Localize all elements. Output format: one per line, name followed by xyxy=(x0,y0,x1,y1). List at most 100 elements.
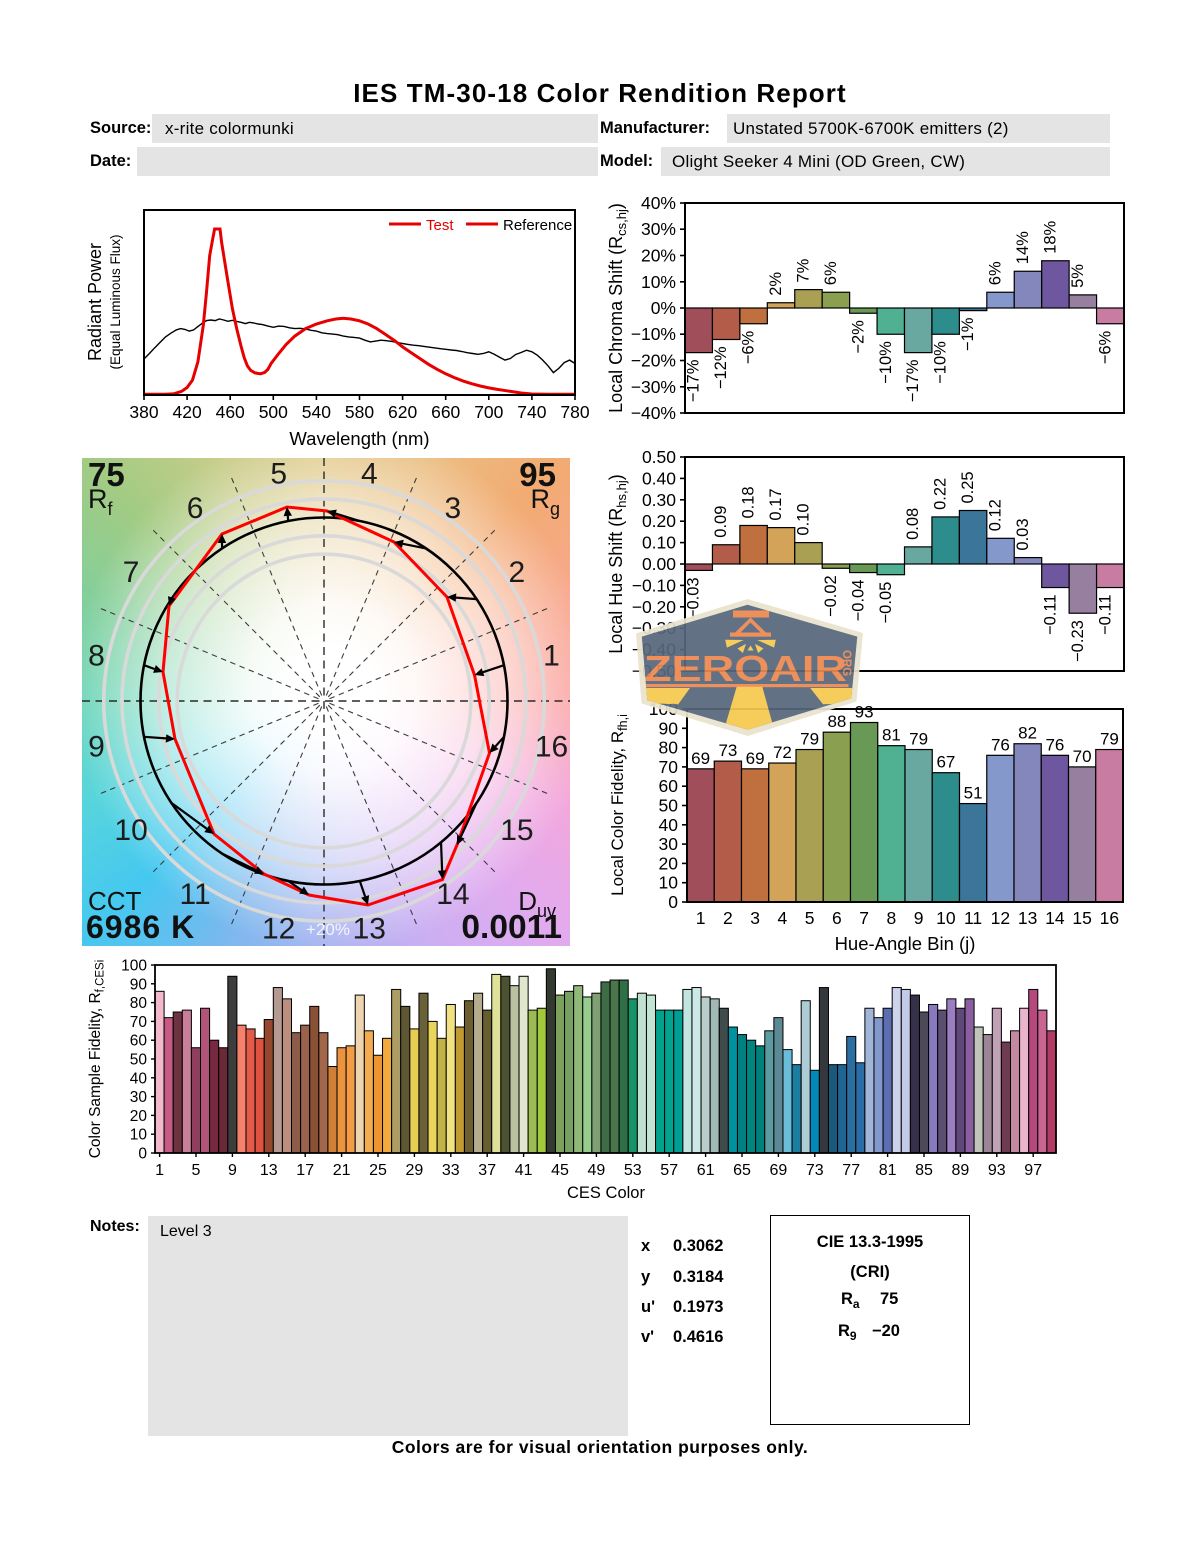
svg-text:9: 9 xyxy=(914,908,924,928)
svg-text:0.40: 0.40 xyxy=(642,468,676,488)
svg-text:0.20: 0.20 xyxy=(642,511,676,531)
svg-text:41: 41 xyxy=(515,1162,533,1179)
svg-text:0%: 0% xyxy=(651,298,676,318)
svg-text:0.09: 0.09 xyxy=(712,506,730,538)
svg-text:380: 380 xyxy=(129,402,158,422)
svg-text:13: 13 xyxy=(260,1162,278,1179)
svg-text:2: 2 xyxy=(723,908,733,928)
svg-text:93: 93 xyxy=(855,703,874,722)
svg-text:420: 420 xyxy=(172,402,201,422)
svg-text:60: 60 xyxy=(659,776,679,796)
svg-text:15: 15 xyxy=(1072,908,1091,928)
svg-text:9: 9 xyxy=(228,1162,237,1179)
svg-text:100: 100 xyxy=(121,958,147,975)
svg-text:80: 80 xyxy=(659,738,679,758)
svg-text:7: 7 xyxy=(859,908,869,928)
svg-text:69: 69 xyxy=(770,1162,788,1179)
svg-text:0.0011: 0.0011 xyxy=(461,909,562,946)
svg-text:0.10: 0.10 xyxy=(642,533,676,553)
svg-text:700: 700 xyxy=(474,402,503,422)
svg-text:51: 51 xyxy=(964,784,983,803)
svg-text:6%: 6% xyxy=(822,261,840,285)
svg-text:14: 14 xyxy=(436,878,469,911)
svg-text:740: 740 xyxy=(517,402,546,422)
svg-text:0.18: 0.18 xyxy=(740,486,758,518)
svg-text:5: 5 xyxy=(805,908,815,928)
svg-text:30%: 30% xyxy=(641,219,676,239)
svg-text:17: 17 xyxy=(296,1162,314,1179)
svg-text:69: 69 xyxy=(746,749,765,768)
svg-text:70: 70 xyxy=(1073,747,1092,766)
svg-text:0.12: 0.12 xyxy=(987,499,1005,531)
svg-text:+20%: +20% xyxy=(306,920,350,939)
svg-text:50: 50 xyxy=(659,796,679,816)
svg-text:81: 81 xyxy=(882,726,901,745)
svg-text:30: 30 xyxy=(130,1089,148,1106)
svg-text:45: 45 xyxy=(551,1162,569,1179)
svg-text:5%: 5% xyxy=(1069,264,1087,288)
svg-text:−0.11: −0.11 xyxy=(1096,595,1114,636)
svg-text:6%: 6% xyxy=(987,261,1005,285)
svg-text:8: 8 xyxy=(887,908,897,928)
svg-text:−0.23: −0.23 xyxy=(1069,620,1087,662)
svg-text:Reference: Reference xyxy=(503,217,572,234)
svg-text:79: 79 xyxy=(909,730,928,749)
svg-text:4: 4 xyxy=(778,908,788,928)
svg-text:8: 8 xyxy=(88,640,105,673)
svg-text:−0.04: −0.04 xyxy=(849,580,867,622)
svg-text:540: 540 xyxy=(302,402,331,422)
svg-text:CES Color: CES Color xyxy=(567,1184,645,1202)
svg-text:5: 5 xyxy=(192,1162,201,1179)
svg-text:11: 11 xyxy=(180,878,211,911)
svg-text:Radiant Power: Radiant Power xyxy=(85,243,105,361)
svg-text:−0.05: −0.05 xyxy=(877,582,895,624)
svg-text:4: 4 xyxy=(361,458,378,491)
svg-text:−10%: −10% xyxy=(932,341,950,384)
svg-text:10: 10 xyxy=(659,873,679,893)
svg-text:Hue-Angle Bin (j): Hue-Angle Bin (j) xyxy=(835,933,976,954)
svg-text:−0.03: −0.03 xyxy=(685,577,703,619)
svg-text:30: 30 xyxy=(659,834,679,854)
svg-text:0.03: 0.03 xyxy=(1014,518,1032,550)
svg-text:80: 80 xyxy=(130,995,148,1012)
svg-text:33: 33 xyxy=(442,1162,460,1179)
svg-text:660: 660 xyxy=(431,402,460,422)
svg-text:−40%: −40% xyxy=(631,403,676,423)
svg-text:40: 40 xyxy=(130,1070,148,1087)
svg-text:14%: 14% xyxy=(1014,231,1032,264)
svg-text:79: 79 xyxy=(1100,730,1119,749)
svg-text:0.17: 0.17 xyxy=(767,488,785,520)
svg-text:5: 5 xyxy=(270,458,287,491)
svg-text:−6%: −6% xyxy=(1096,330,1114,364)
svg-text:1: 1 xyxy=(155,1162,164,1179)
svg-text:14: 14 xyxy=(1045,908,1065,928)
svg-text:−10%: −10% xyxy=(877,341,895,384)
svg-text:40: 40 xyxy=(659,815,679,835)
svg-text:−0.10: −0.10 xyxy=(632,575,677,595)
svg-text:72: 72 xyxy=(773,743,792,762)
svg-text:Local Chroma Shift (Rcs,hj): Local Chroma Shift (Rcs,hj) xyxy=(606,203,629,413)
svg-text:53: 53 xyxy=(624,1162,642,1179)
svg-text:16: 16 xyxy=(1100,908,1119,928)
svg-text:90: 90 xyxy=(130,976,148,993)
svg-text:620: 620 xyxy=(388,402,417,422)
svg-text:−10%: −10% xyxy=(631,324,676,344)
svg-text:12: 12 xyxy=(991,908,1010,928)
svg-text:6: 6 xyxy=(187,492,204,525)
svg-text:0.00: 0.00 xyxy=(642,554,676,574)
svg-text:Local Color Fidelity, Rfh,i: Local Color Fidelity, Rfh,i xyxy=(608,714,630,896)
svg-text:12: 12 xyxy=(262,913,295,946)
svg-text:0: 0 xyxy=(668,892,678,912)
svg-text:10: 10 xyxy=(936,908,956,928)
svg-text:90: 90 xyxy=(659,718,679,738)
svg-text:−0.20: −0.20 xyxy=(632,597,677,617)
svg-text:70: 70 xyxy=(659,757,679,777)
svg-text:Local Hue Shift (Rhs,hj): Local Hue Shift (Rhs,hj) xyxy=(606,474,629,654)
svg-text:ORG: ORG xyxy=(840,650,852,676)
svg-text:81: 81 xyxy=(879,1162,897,1179)
svg-text:20%: 20% xyxy=(641,246,676,266)
svg-text:−17%: −17% xyxy=(685,359,703,402)
svg-text:75: 75 xyxy=(88,458,125,493)
svg-text:21: 21 xyxy=(333,1162,351,1179)
svg-text:−17%: −17% xyxy=(904,359,922,402)
